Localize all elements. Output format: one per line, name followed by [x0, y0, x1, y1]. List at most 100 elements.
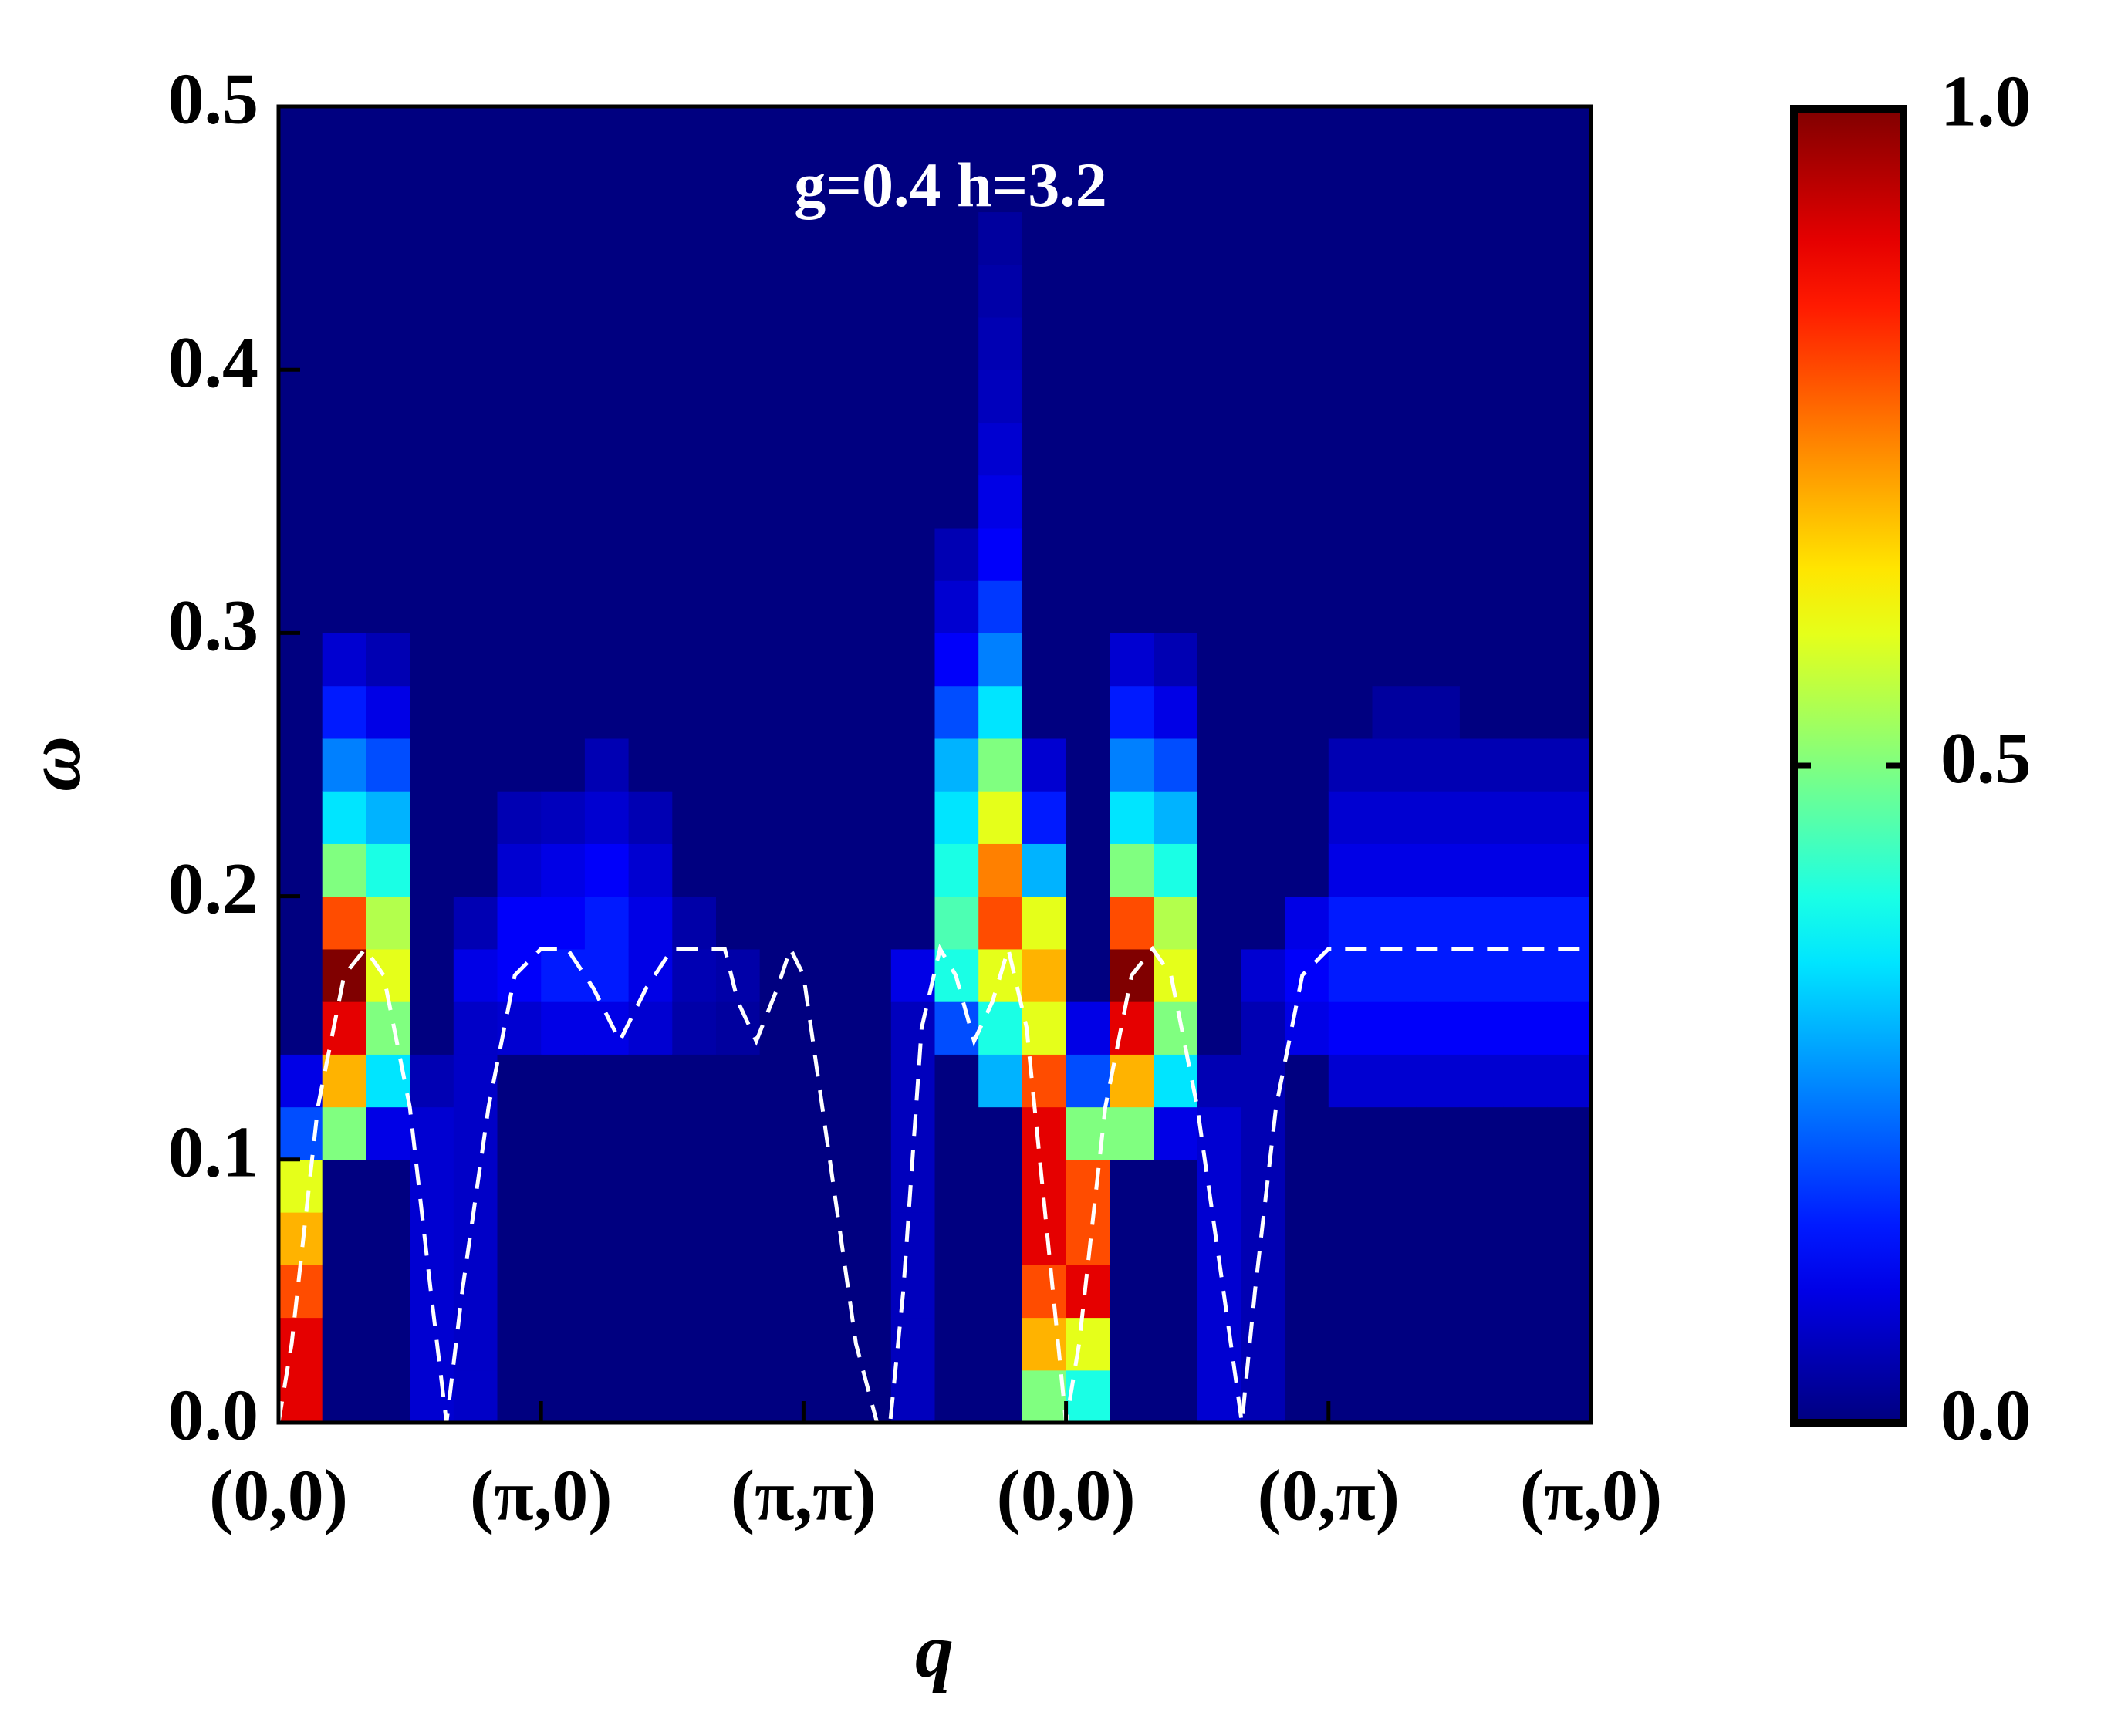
heatmap-cell	[847, 948, 892, 1002]
heatmap-cell	[1503, 791, 1548, 844]
heatmap-cell	[410, 1212, 454, 1265]
heatmap-cell	[1328, 1265, 1373, 1319]
heatmap-cell	[1154, 106, 1198, 160]
heatmap-cell	[453, 475, 498, 529]
heatmap-cell	[1241, 791, 1285, 844]
heatmap-cell	[1459, 1212, 1505, 1265]
heatmap-cell	[628, 422, 673, 476]
heatmap-cell	[672, 633, 717, 687]
heatmap-cell	[1503, 475, 1548, 529]
heatmap-cell	[1197, 791, 1241, 844]
heatmap-cell	[934, 1265, 979, 1319]
heatmap-cell	[1459, 422, 1505, 476]
heatmap-cell	[847, 1159, 892, 1213]
heatmap-cell	[890, 422, 936, 476]
heatmap-cell	[716, 1370, 761, 1424]
heatmap-cell	[1328, 948, 1373, 1002]
heatmap-cell	[1285, 1212, 1329, 1265]
heatmap-cell	[1416, 475, 1461, 529]
heatmap-cell	[1328, 159, 1373, 213]
heatmap-cell	[541, 948, 586, 1002]
heatmap-cell	[541, 791, 586, 844]
heatmap-cell	[759, 1001, 804, 1055]
heatmap-cell	[453, 316, 498, 370]
heatmap-cell	[279, 1054, 323, 1108]
heatmap-cell	[366, 633, 410, 687]
heatmap-cell	[1547, 475, 1592, 529]
heatmap-cell	[628, 1106, 673, 1160]
heatmap-cell	[366, 1054, 410, 1108]
heatmap-cell	[1197, 633, 1241, 687]
heatmap-cell	[672, 1212, 717, 1265]
heatmap-cell	[541, 738, 586, 792]
heatmap-cell	[1066, 1054, 1110, 1108]
heatmap-cell	[1022, 422, 1067, 476]
heatmap-cell	[1459, 264, 1505, 318]
heatmap-cell	[1241, 1370, 1285, 1424]
heatmap-cell	[890, 527, 936, 581]
heatmap-cell	[1066, 580, 1110, 633]
heatmap-cell	[1110, 422, 1154, 476]
heatmap-cell	[584, 475, 630, 529]
heatmap-cell	[1416, 896, 1461, 950]
heatmap-cell	[1328, 1370, 1373, 1424]
heatmap-cell	[1503, 106, 1548, 160]
heatmap-cell	[1547, 1370, 1592, 1424]
heatmap-cell	[1372, 791, 1417, 844]
heatmap-cell	[628, 1212, 673, 1265]
heatmap-cell	[1372, 1106, 1417, 1160]
heatmap-cell	[410, 211, 454, 265]
heatmap-cell	[934, 1370, 979, 1424]
heatmap-cell	[279, 264, 323, 318]
heatmap-cell	[672, 370, 717, 424]
heatmap-cell	[541, 843, 586, 897]
heatmap-cell	[279, 106, 323, 160]
heatmap-cell	[279, 580, 323, 633]
heatmap-cell	[1197, 422, 1241, 476]
heatmap-cell	[1459, 159, 1505, 213]
heatmap-cell	[1154, 1370, 1198, 1424]
y-tick-label: 0.3	[168, 586, 259, 666]
heatmap-cell	[1459, 580, 1505, 633]
heatmap-cell	[1285, 738, 1329, 792]
heatmap-cell	[803, 633, 848, 687]
heatmap-cell	[716, 843, 761, 897]
heatmap-cell	[322, 896, 366, 950]
heatmap-cell	[847, 580, 892, 633]
heatmap-cell	[1154, 527, 1198, 581]
heatmap-cell	[410, 106, 454, 160]
heatmap-cell	[1372, 633, 1417, 687]
heatmap-cell	[1416, 633, 1461, 687]
heatmap-cell	[410, 1001, 454, 1055]
heatmap-cell	[1066, 211, 1110, 265]
heatmap-cell	[672, 738, 717, 792]
heatmap-cell	[279, 211, 323, 265]
heatmap-cell	[890, 1370, 936, 1424]
heatmap-cell	[1066, 1159, 1110, 1213]
heatmap-cell	[847, 1370, 892, 1424]
heatmap-cell	[1022, 316, 1067, 370]
heatmap-cell	[759, 527, 804, 581]
heatmap-cell	[847, 1106, 892, 1160]
heatmap-cell	[1503, 370, 1548, 424]
heatmap-cell	[672, 843, 717, 897]
heatmap-cell	[1372, 1001, 1417, 1055]
heatmap-cell	[1241, 738, 1285, 792]
heatmap-cell	[453, 370, 498, 424]
heatmap-cell	[847, 1265, 892, 1319]
heatmap-cell	[584, 843, 630, 897]
heatmap-cell	[1110, 633, 1154, 687]
heatmap-cell	[584, 948, 630, 1002]
heatmap-cell	[934, 211, 979, 265]
heatmap-cell	[847, 475, 892, 529]
heatmap-cell	[1241, 1001, 1285, 1055]
heatmap-cell	[1328, 791, 1373, 844]
heatmap-cell	[1328, 843, 1373, 897]
heatmap-cell	[1110, 316, 1154, 370]
heatmap-cell	[847, 422, 892, 476]
heatmap-cell	[1503, 843, 1548, 897]
heatmap-cell	[497, 1265, 542, 1319]
heatmap-cell	[1066, 738, 1110, 792]
heatmap-cell	[322, 106, 366, 160]
heatmap-cell	[716, 580, 761, 633]
